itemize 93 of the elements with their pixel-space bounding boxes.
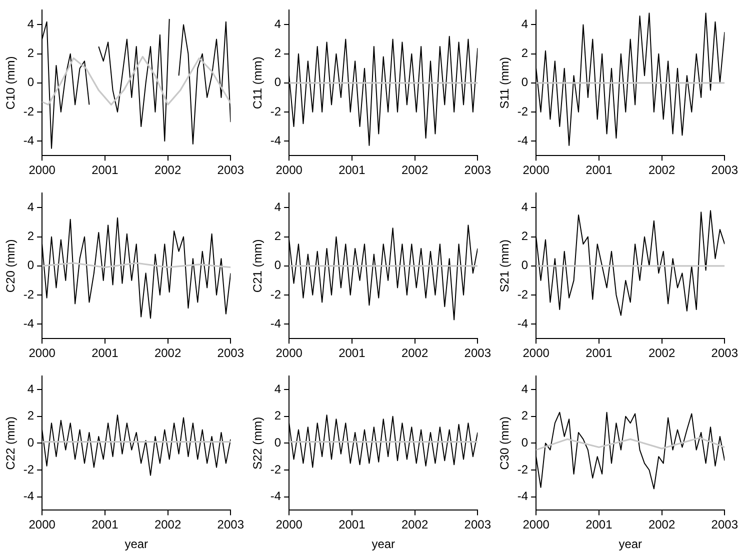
y-tick-label: -4 [23, 489, 34, 504]
x-tick-label: 2002 [648, 163, 676, 178]
y-tick-label: 2 [274, 229, 282, 244]
x-tick-label: 2001 [586, 346, 613, 360]
y-tick-label: 2 [521, 46, 528, 60]
y-tick-label: 2 [27, 46, 34, 60]
x-tick-label: 2002 [401, 163, 428, 178]
y-tick-label: 4 [27, 17, 34, 32]
x-tick-label: 2000 [28, 346, 56, 360]
y-tick-label: -2 [23, 287, 34, 302]
y-tick-label: -2 [23, 104, 34, 118]
y-tick-label: 0 [521, 258, 528, 272]
y-tick-label: 0 [521, 436, 528, 450]
y-tick-label: 0 [274, 75, 282, 90]
y-tick-label: 2 [274, 408, 282, 423]
x-tick-label: 2001 [338, 346, 366, 360]
x-tick-label: 2000 [28, 163, 56, 178]
y-tick-label: 4 [521, 200, 528, 214]
x-axis-title: year [618, 537, 642, 552]
x-tick-label: 2001 [338, 163, 366, 178]
y-tick-label: -2 [517, 462, 528, 476]
x-tick-label: 2003 [464, 163, 492, 178]
y-axis-title: S21 (mm) [498, 240, 512, 292]
y-tick-label: 0 [27, 258, 34, 272]
y-tick-label: 2 [521, 408, 528, 423]
x-tick-label: 2000 [28, 518, 56, 532]
x-tick-label: 2002 [648, 346, 676, 360]
y-tick-label: -4 [517, 133, 528, 148]
y-tick-label: -4 [23, 133, 34, 148]
y-tick-label: 0 [27, 75, 34, 90]
y-tick-label: -4 [270, 133, 282, 148]
y-tick-label: 4 [27, 382, 34, 396]
x-tick-label: 2002 [648, 518, 676, 532]
y-tick-label: 2 [27, 229, 34, 244]
x-tick-label: 2003 [711, 163, 738, 178]
y-tick-label: -2 [270, 104, 282, 118]
y-tick-label: -4 [270, 489, 282, 504]
x-axis-title: year [124, 537, 148, 552]
x-tick-label: 2002 [401, 518, 428, 532]
y-tick-label: 4 [274, 17, 282, 32]
x-tick-label: 2003 [217, 518, 244, 532]
y-tick-label: 4 [521, 382, 528, 396]
y-tick-label: -4 [270, 316, 282, 330]
x-tick-label: 2001 [586, 518, 613, 532]
y-axis-title: S11 (mm) [498, 57, 512, 109]
y-tick-label: -4 [517, 489, 528, 504]
x-tick-label: 2002 [154, 346, 182, 360]
x-tick-label: 2003 [464, 346, 492, 360]
x-tick-label: 2000 [276, 346, 303, 360]
x-tick-label: 2003 [217, 346, 244, 360]
x-tick-label: 2003 [464, 518, 492, 532]
x-axis-title: year [372, 537, 396, 552]
y-tick-label: -2 [270, 462, 282, 476]
y-tick-label: 0 [521, 75, 528, 90]
y-tick-label: 2 [27, 408, 34, 423]
y-axis-title: C21 (mm) [250, 239, 265, 293]
x-tick-label: 2003 [217, 163, 244, 178]
y-tick-label: -4 [23, 316, 34, 330]
y-tick-label: 4 [274, 382, 282, 396]
x-tick-label: 2000 [522, 518, 550, 532]
y-axis-title: C10 (mm) [4, 56, 18, 110]
y-tick-label: 2 [521, 229, 528, 244]
x-tick-label: 2001 [92, 163, 119, 178]
x-tick-label: 2003 [711, 518, 738, 532]
y-axis-title: C22 (mm) [4, 416, 18, 470]
x-tick-label: 2001 [338, 518, 366, 532]
y-tick-label: -2 [23, 462, 34, 476]
y-axis-title: C11 (mm) [250, 56, 265, 110]
y-tick-label: 0 [274, 258, 282, 272]
x-tick-label: 2001 [92, 346, 119, 360]
x-tick-label: 2000 [276, 518, 303, 532]
x-tick-label: 2000 [522, 163, 550, 178]
x-tick-label: 2000 [276, 163, 303, 178]
y-tick-label: 0 [274, 436, 282, 450]
x-tick-label: 2000 [522, 346, 550, 360]
y-axis-title: S22 (mm) [250, 416, 265, 470]
y-axis-title: C30 (mm) [498, 416, 512, 470]
y-tick-label: -4 [517, 316, 528, 330]
x-tick-label: 2001 [92, 518, 119, 532]
y-tick-label: -2 [270, 287, 282, 302]
y-tick-label: -2 [517, 287, 528, 302]
x-tick-label: 2002 [401, 346, 428, 360]
y-tick-label: -2 [517, 104, 528, 118]
x-tick-label: 2002 [154, 518, 182, 532]
x-tick-label: 2002 [154, 163, 182, 178]
y-tick-label: 4 [27, 200, 34, 214]
y-tick-label: 2 [274, 46, 282, 60]
y-tick-label: 4 [521, 17, 528, 32]
x-tick-label: 2003 [711, 346, 738, 360]
x-tick-label: 2001 [586, 163, 613, 178]
y-axis-title: C20 (mm) [4, 239, 18, 293]
y-tick-label: 0 [27, 436, 34, 450]
y-tick-label: 4 [274, 200, 282, 214]
